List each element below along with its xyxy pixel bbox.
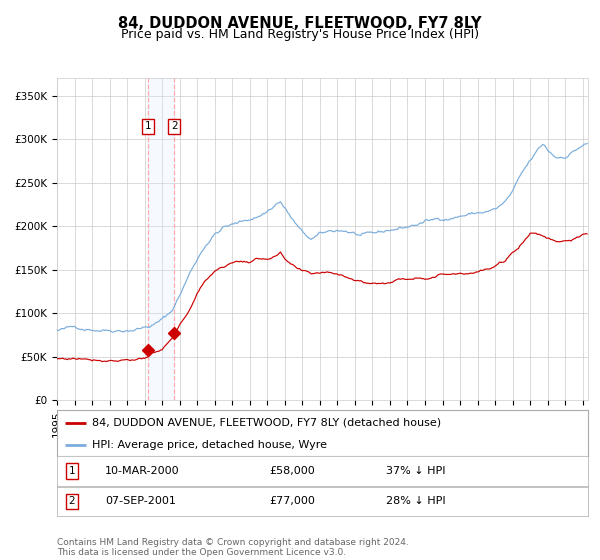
Text: 10-MAR-2000: 10-MAR-2000 [105,466,179,476]
Text: 37% ↓ HPI: 37% ↓ HPI [386,466,446,476]
Text: 84, DUDDON AVENUE, FLEETWOOD, FY7 8LY: 84, DUDDON AVENUE, FLEETWOOD, FY7 8LY [118,16,482,31]
Text: Price paid vs. HM Land Registry's House Price Index (HPI): Price paid vs. HM Land Registry's House … [121,28,479,41]
Text: 1: 1 [145,122,151,131]
Text: HPI: Average price, detached house, Wyre: HPI: Average price, detached house, Wyre [92,440,326,450]
Text: 2: 2 [68,496,75,506]
Text: 84, DUDDON AVENUE, FLEETWOOD, FY7 8LY (detached house): 84, DUDDON AVENUE, FLEETWOOD, FY7 8LY (d… [92,418,440,428]
Text: Contains HM Land Registry data © Crown copyright and database right 2024.
This d: Contains HM Land Registry data © Crown c… [57,538,409,557]
Text: 07-SEP-2001: 07-SEP-2001 [105,496,176,506]
Bar [148,78,174,400]
Text: 1: 1 [68,466,75,476]
Text: £58,000: £58,000 [269,466,315,476]
Text: 2: 2 [171,122,178,131]
Text: 28% ↓ HPI: 28% ↓ HPI [386,496,446,506]
Text: £77,000: £77,000 [269,496,315,506]
